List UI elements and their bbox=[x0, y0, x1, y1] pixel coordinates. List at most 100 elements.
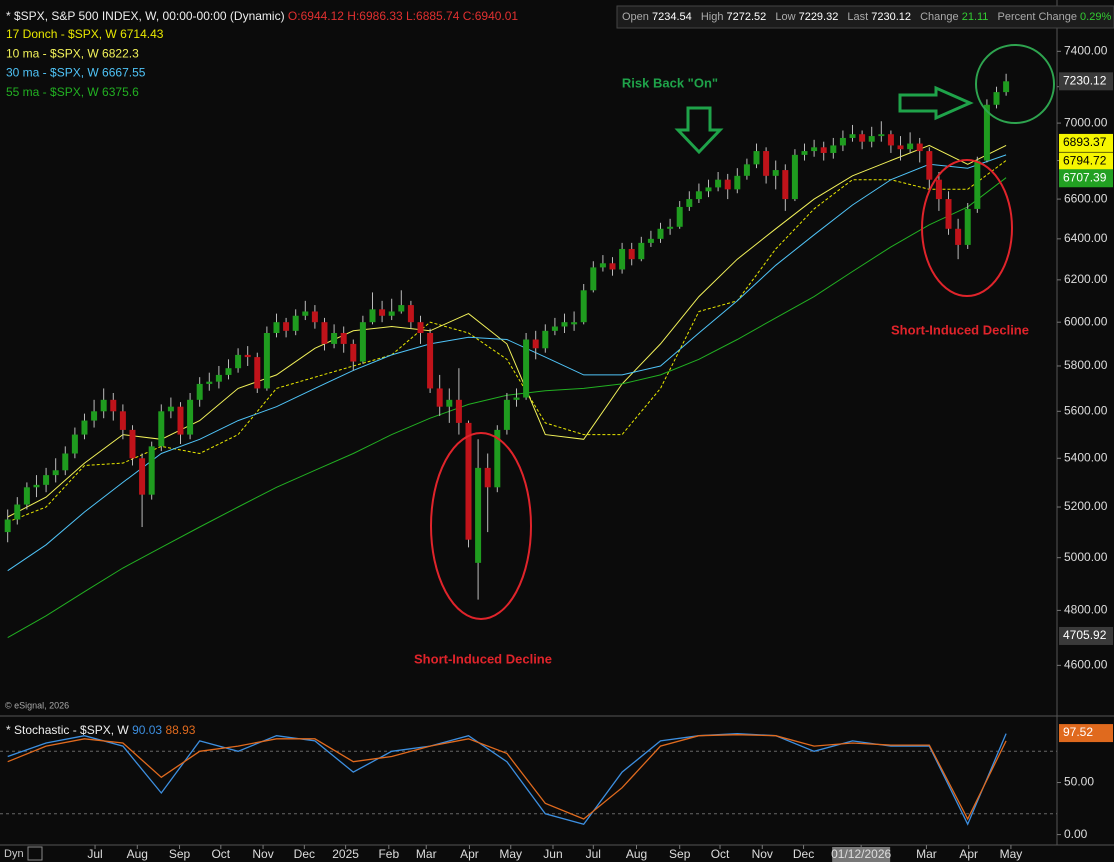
price-marker bbox=[1059, 169, 1113, 188]
annotation: Short-Induced Decline bbox=[891, 322, 1029, 337]
candle-body bbox=[734, 175, 741, 190]
candle-body bbox=[158, 411, 165, 447]
candle-body bbox=[340, 333, 347, 344]
label: High bbox=[701, 11, 724, 23]
candle-body bbox=[359, 322, 366, 362]
candle-body bbox=[859, 134, 866, 142]
stochastic-pane bbox=[0, 732, 1057, 826]
stoch-title: * Stochastic - $SPX, W 90.03 88.93 bbox=[6, 723, 196, 737]
highlight-circle bbox=[921, 159, 1013, 297]
legend-name: 55 ma - $SPX, W bbox=[6, 85, 99, 99]
y-tick-label: 6000.00 bbox=[1064, 314, 1108, 328]
legend-readout: 6822.3 bbox=[102, 46, 139, 60]
candle-body bbox=[311, 311, 318, 323]
y-tick-label: 5800.00 bbox=[1064, 358, 1108, 372]
candle-body bbox=[62, 453, 69, 471]
candle-body bbox=[599, 263, 606, 268]
x-tick-label: Apr bbox=[460, 847, 479, 861]
legend-readout: 6667.55 bbox=[102, 66, 146, 80]
candle-body bbox=[494, 429, 501, 488]
candle-body bbox=[4, 519, 11, 533]
x-tick-label: 2025 bbox=[332, 847, 359, 861]
x-tick-label: Aug bbox=[127, 847, 148, 861]
candle-body bbox=[782, 170, 789, 200]
x-tick-label: May bbox=[1000, 847, 1023, 861]
value: 7229.32 bbox=[799, 11, 839, 23]
candle-body bbox=[110, 399, 117, 412]
candle-body bbox=[33, 484, 40, 488]
value: 7234.54 bbox=[652, 11, 692, 23]
annotation: Short-Induced Decline bbox=[414, 651, 552, 666]
y-tick-label: 6600.00 bbox=[1064, 191, 1108, 205]
x-tick-label: Jul bbox=[586, 847, 601, 861]
candle-body bbox=[628, 248, 635, 260]
legend-entry: 10 ma - $SPX, W 6822.3 bbox=[6, 46, 139, 60]
legend-name: 30 ma - $SPX, W bbox=[6, 66, 99, 80]
candle-body bbox=[244, 354, 251, 358]
dyn-label[interactable]: Dyn bbox=[4, 848, 24, 860]
candle-body bbox=[993, 92, 1000, 105]
stoch-line bbox=[7, 734, 1007, 821]
candle-body bbox=[868, 136, 875, 142]
legend-entry: 17 Donch - $SPX, W 6714.43 bbox=[6, 27, 164, 41]
candle-body bbox=[945, 199, 952, 229]
x-tick-label: Nov bbox=[752, 847, 773, 861]
label: Open bbox=[622, 11, 649, 23]
candle-body bbox=[379, 309, 386, 316]
label: Last bbox=[847, 11, 868, 23]
candle-body bbox=[350, 343, 357, 362]
candle-body bbox=[407, 305, 414, 323]
highlight-circle bbox=[975, 44, 1055, 124]
candle-body bbox=[676, 206, 683, 227]
candle-body bbox=[551, 326, 558, 331]
candle-body bbox=[705, 187, 712, 192]
candle-body bbox=[753, 151, 760, 165]
y-tick-label: 7000.00 bbox=[1064, 115, 1108, 129]
y-tick-label: 4800.00 bbox=[1064, 603, 1108, 617]
value: 7272.52 bbox=[727, 11, 767, 23]
down-arrow bbox=[674, 106, 724, 155]
candle-body bbox=[791, 154, 798, 200]
candle-body bbox=[225, 368, 232, 375]
x-tick-label: Nov bbox=[252, 847, 273, 861]
candle-body bbox=[148, 446, 155, 495]
candle-body bbox=[14, 504, 21, 520]
candle-body bbox=[52, 470, 59, 476]
candle-body bbox=[71, 434, 78, 454]
ma-line bbox=[7, 154, 1007, 572]
candle-body bbox=[484, 467, 491, 488]
x-tick-label: Mar bbox=[916, 847, 937, 861]
y-tick-label: 6400.00 bbox=[1064, 231, 1108, 245]
x-tick-label: Dec bbox=[294, 847, 315, 861]
candle-body bbox=[436, 388, 443, 407]
candle-body bbox=[724, 179, 731, 190]
label: Percent Change bbox=[997, 11, 1077, 23]
x-tick-label: 01/12/2026 bbox=[831, 847, 891, 861]
candle-body bbox=[609, 263, 616, 270]
price-marker-label: 6707.39 bbox=[1063, 170, 1107, 184]
lock-icon[interactable] bbox=[27, 846, 43, 861]
candle-body bbox=[542, 330, 549, 349]
candle-body bbox=[571, 322, 578, 325]
x-tick-label: May bbox=[499, 847, 522, 861]
candle-body bbox=[196, 383, 203, 400]
candle-body bbox=[417, 322, 424, 334]
y-tick-label: 6200.00 bbox=[1064, 272, 1108, 286]
candle-body bbox=[935, 179, 942, 200]
price-marker-label: 7230.12 bbox=[1063, 73, 1107, 87]
label: Low bbox=[775, 11, 795, 23]
candle-body bbox=[580, 290, 587, 323]
y-tick-label: 7400.00 bbox=[1064, 43, 1108, 57]
x-tick-label: Jul bbox=[87, 847, 102, 861]
candle-body bbox=[974, 160, 981, 209]
candle-body bbox=[283, 322, 290, 331]
candle-body bbox=[206, 381, 213, 384]
y-tick-label: 4600.00 bbox=[1064, 658, 1108, 672]
x-tick-label: Feb bbox=[378, 847, 399, 861]
legend-entry: 55 ma - $SPX, W 6375.6 bbox=[6, 85, 139, 99]
value: 0.29% bbox=[1080, 11, 1111, 23]
candle-body bbox=[878, 134, 885, 137]
x-tick-label: Dec bbox=[793, 847, 814, 861]
legend-name: 17 Donch - $SPX, W bbox=[6, 27, 117, 41]
